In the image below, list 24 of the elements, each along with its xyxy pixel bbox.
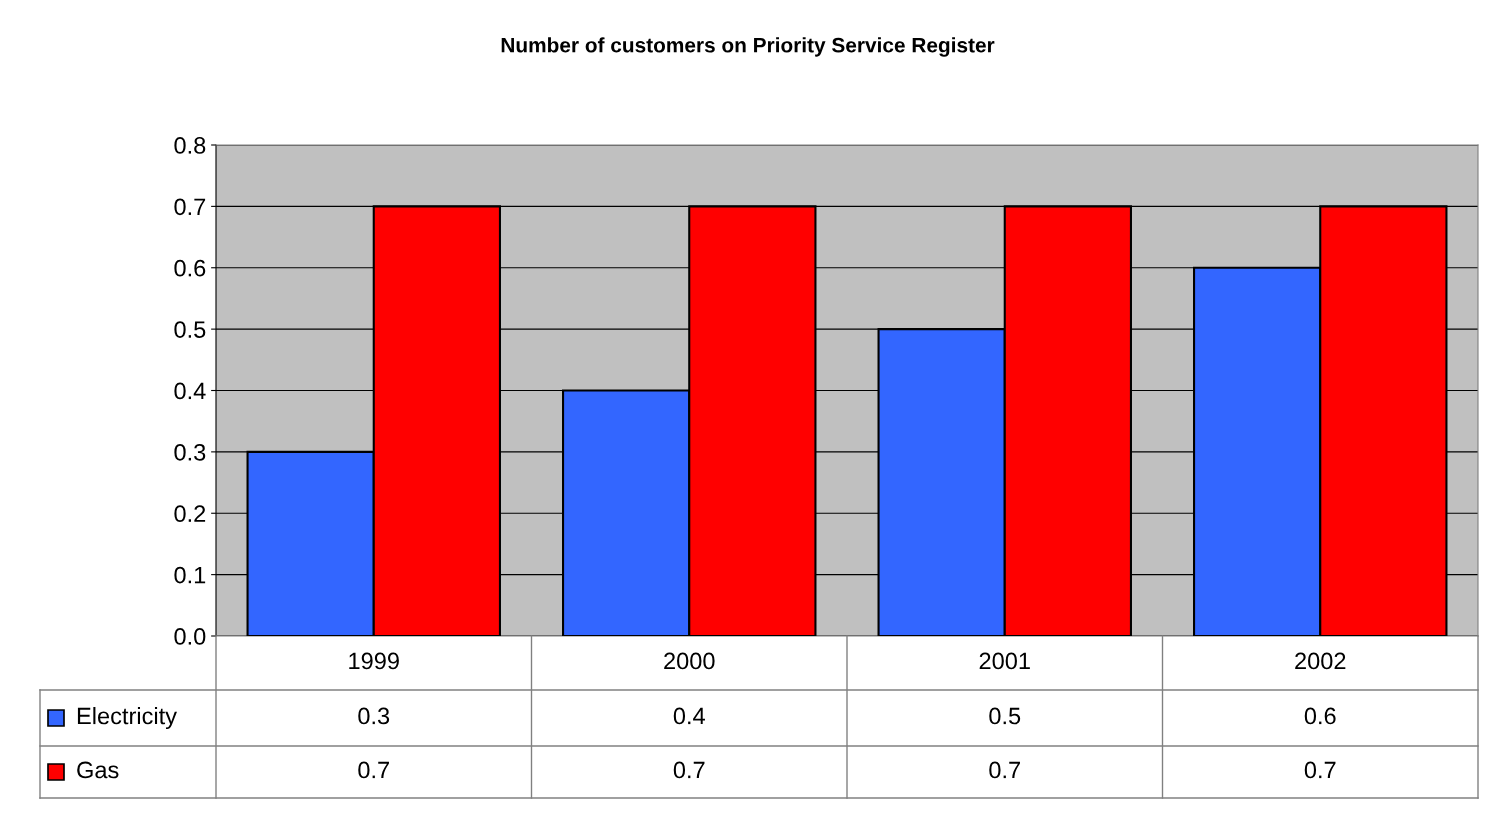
data-label: 0.7 [358, 761, 389, 779]
data-label: 0.7 [1304, 761, 1336, 779]
y-tick-label: 0.0 [174, 628, 206, 645]
x-tick-label: 2000 [664, 652, 715, 670]
data-label: 0.4 [673, 707, 705, 725]
y-tick-label: 0.8 [174, 137, 206, 154]
x-tick-label: 2002 [1295, 652, 1346, 670]
y-tick-label: 0.4 [174, 382, 206, 400]
y-tick-label: 0.5 [174, 321, 206, 338]
data-label: 0.3 [358, 707, 390, 725]
chart-title: Number of customers on Priority Service Register [501, 37, 995, 57]
legend-label: Gas [77, 761, 119, 779]
y-tick-label: 0.7 [174, 198, 206, 216]
x-tick-label: 2001 [979, 652, 1030, 670]
x-tick-label: 1999 [349, 652, 399, 670]
y-tick-label: 0.2 [174, 505, 206, 523]
data-label: 0.7 [989, 761, 1020, 779]
y-tick-label: 0.1 [174, 566, 206, 584]
data-label: 0.6 [1304, 707, 1336, 725]
legend-label: Electricity [77, 706, 177, 730]
data-label: 0.7 [673, 761, 705, 779]
data-label: 0.5 [989, 707, 1021, 725]
y-tick-label: 0.3 [174, 443, 206, 461]
y-tick-label: 0.6 [174, 259, 206, 277]
